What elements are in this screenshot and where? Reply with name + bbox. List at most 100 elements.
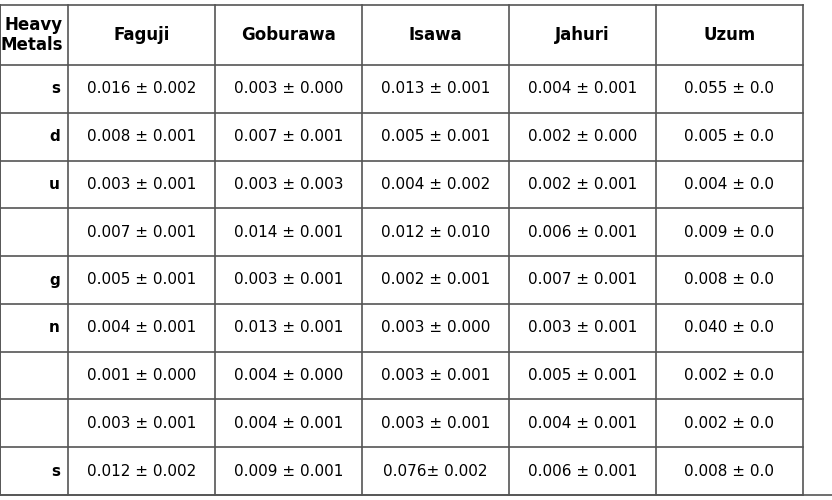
Text: s: s: [51, 464, 60, 478]
Bar: [509, 5, 656, 65]
Bar: [0, 113, 68, 160]
Text: 0.008 ± 0.001: 0.008 ± 0.001: [87, 129, 196, 144]
Text: 0.006 ± 0.001: 0.006 ± 0.001: [527, 464, 637, 478]
Bar: [0, 208, 68, 256]
Bar: [509, 256, 656, 304]
Bar: [68, 304, 215, 352]
Text: 0.004 ± 0.001: 0.004 ± 0.001: [87, 320, 196, 336]
Bar: [68, 447, 215, 495]
Text: 0.001 ± 0.000: 0.001 ± 0.000: [87, 368, 196, 383]
Bar: [215, 113, 362, 160]
Text: 0.004 ± 0.001: 0.004 ± 0.001: [527, 82, 637, 96]
Text: 0.007 ± 0.001: 0.007 ± 0.001: [527, 272, 637, 287]
Text: 0.002 ± 0.0: 0.002 ± 0.0: [685, 416, 775, 431]
Text: Faguji: Faguji: [113, 26, 170, 44]
Text: 0.004 ± 0.001: 0.004 ± 0.001: [527, 416, 637, 431]
Bar: [215, 400, 362, 447]
Bar: [68, 160, 215, 208]
Bar: [68, 65, 215, 113]
Text: 0.076± 0.002: 0.076± 0.002: [384, 464, 488, 478]
Bar: [0, 400, 68, 447]
Text: u: u: [49, 177, 60, 192]
Bar: [0, 65, 68, 113]
Bar: [215, 5, 362, 65]
Text: 0.003 ± 0.001: 0.003 ± 0.001: [381, 416, 490, 431]
Bar: [0, 5, 68, 65]
Text: Jahuri: Jahuri: [555, 26, 610, 44]
Text: 0.002 ± 0.001: 0.002 ± 0.001: [527, 177, 637, 192]
Bar: [68, 256, 215, 304]
Text: 0.008 ± 0.0: 0.008 ± 0.0: [685, 272, 775, 287]
Text: 0.002 ± 0.000: 0.002 ± 0.000: [527, 129, 637, 144]
Bar: [656, 5, 803, 65]
Text: s: s: [51, 82, 60, 96]
Text: 0.009 ± 0.0: 0.009 ± 0.0: [685, 224, 775, 240]
Bar: [362, 352, 509, 400]
Bar: [68, 352, 215, 400]
Text: 0.005 ± 0.0: 0.005 ± 0.0: [685, 129, 775, 144]
Text: 0.013 ± 0.001: 0.013 ± 0.001: [381, 82, 490, 96]
Text: 0.002 ± 0.001: 0.002 ± 0.001: [381, 272, 490, 287]
Text: 0.007 ± 0.001: 0.007 ± 0.001: [234, 129, 343, 144]
Bar: [362, 400, 509, 447]
Bar: [215, 304, 362, 352]
Text: 0.005 ± 0.001: 0.005 ± 0.001: [381, 129, 490, 144]
Text: 0.006 ± 0.001: 0.006 ± 0.001: [527, 224, 637, 240]
Bar: [68, 400, 215, 447]
Text: 0.004 ± 0.002: 0.004 ± 0.002: [381, 177, 490, 192]
Bar: [656, 447, 803, 495]
Bar: [215, 160, 362, 208]
Bar: [509, 447, 656, 495]
Text: 0.003 ± 0.001: 0.003 ± 0.001: [87, 416, 196, 431]
Bar: [362, 5, 509, 65]
Text: 0.009 ± 0.001: 0.009 ± 0.001: [234, 464, 343, 478]
Bar: [362, 447, 509, 495]
Text: 0.040 ± 0.0: 0.040 ± 0.0: [685, 320, 775, 336]
Bar: [362, 160, 509, 208]
Text: 0.003 ± 0.000: 0.003 ± 0.000: [234, 82, 343, 96]
Text: 0.003 ± 0.001: 0.003 ± 0.001: [527, 320, 637, 336]
Bar: [0, 352, 68, 400]
Bar: [0, 447, 68, 495]
Bar: [509, 160, 656, 208]
Bar: [656, 352, 803, 400]
Bar: [215, 352, 362, 400]
Bar: [0, 256, 68, 304]
Text: 0.004 ± 0.000: 0.004 ± 0.000: [234, 368, 343, 383]
Bar: [0, 160, 68, 208]
Bar: [215, 447, 362, 495]
Text: 0.003 ± 0.000: 0.003 ± 0.000: [381, 320, 490, 336]
Bar: [656, 304, 803, 352]
Bar: [362, 304, 509, 352]
Bar: [656, 113, 803, 160]
Text: 0.013 ± 0.001: 0.013 ± 0.001: [234, 320, 343, 336]
Text: 0.014 ± 0.001: 0.014 ± 0.001: [234, 224, 343, 240]
Bar: [68, 5, 215, 65]
Text: g: g: [49, 272, 60, 287]
Bar: [656, 256, 803, 304]
Bar: [68, 208, 215, 256]
Bar: [362, 113, 509, 160]
Bar: [656, 400, 803, 447]
Text: 0.003 ± 0.001: 0.003 ± 0.001: [87, 177, 196, 192]
Text: 0.055 ± 0.0: 0.055 ± 0.0: [685, 82, 775, 96]
Bar: [656, 65, 803, 113]
Bar: [362, 65, 509, 113]
Bar: [509, 400, 656, 447]
Bar: [509, 304, 656, 352]
Text: 0.005 ± 0.001: 0.005 ± 0.001: [87, 272, 196, 287]
Text: n: n: [49, 320, 60, 336]
Text: 0.004 ± 0.0: 0.004 ± 0.0: [685, 177, 775, 192]
Bar: [0, 304, 68, 352]
Bar: [509, 352, 656, 400]
Bar: [215, 65, 362, 113]
Bar: [215, 256, 362, 304]
Text: 0.002 ± 0.0: 0.002 ± 0.0: [685, 368, 775, 383]
Text: 0.008 ± 0.0: 0.008 ± 0.0: [685, 464, 775, 478]
Bar: [362, 208, 509, 256]
Text: Goburawa: Goburawa: [241, 26, 336, 44]
Bar: [362, 256, 509, 304]
Text: 0.003 ± 0.001: 0.003 ± 0.001: [381, 368, 490, 383]
Text: Uzum: Uzum: [703, 26, 755, 44]
Bar: [656, 208, 803, 256]
